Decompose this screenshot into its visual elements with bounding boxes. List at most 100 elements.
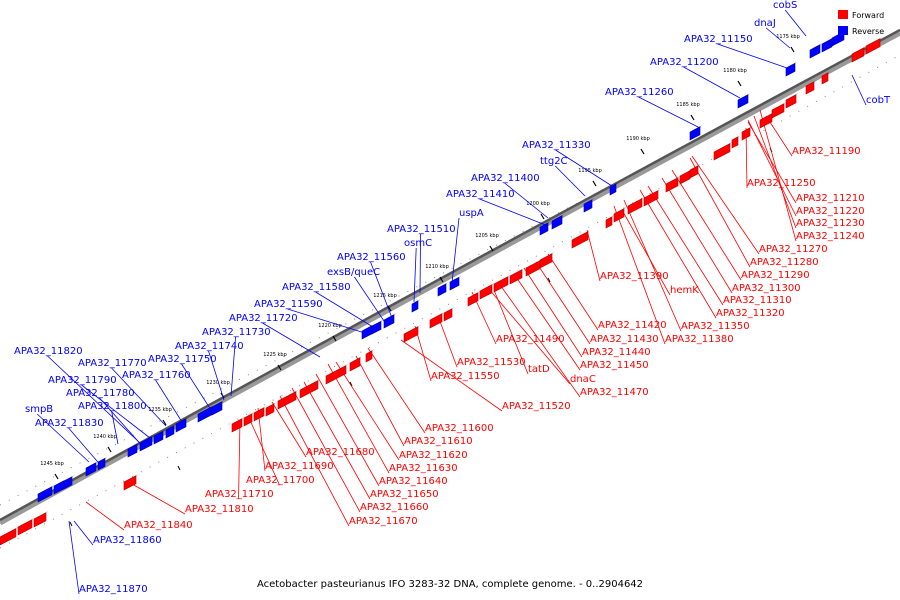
forward-gene-glyph-top — [644, 188, 661, 198]
reverse-gene-glyph-top — [372, 319, 384, 326]
forward-gene-leader — [279, 395, 350, 527]
reverse-gene-leader — [717, 43, 788, 69]
reverse-gene-label: APA32_11400 — [471, 173, 540, 184]
reverse-gene-leader — [155, 379, 183, 423]
forward-gene-leader — [497, 281, 581, 398]
tick-mark — [439, 276, 444, 283]
reverse-gene-glyph — [809, 44, 821, 59]
forward-gene-glyph-top — [614, 206, 627, 214]
tick-mark — [162, 419, 167, 426]
forward-gene-glyph-top — [760, 111, 775, 120]
forward-gene-glyph-top — [572, 229, 591, 240]
reverse-gene-label: ttg2C — [540, 156, 568, 167]
reverse-gene-label: dnaJ — [754, 18, 776, 29]
forward-gene-label: APA32_11660 — [360, 502, 429, 513]
forward-gene-label: APA32_11650 — [370, 489, 439, 500]
reverse-gene-glyph-top — [584, 197, 595, 204]
forward-gene-glyph-top — [232, 416, 245, 424]
tick-mark — [387, 305, 392, 312]
reverse-gene-label: APA32_11200 — [650, 57, 719, 68]
forward-gene-leader — [621, 209, 671, 296]
tick-label: 1195 kbp — [578, 168, 602, 174]
reverse-gene-label: APA32_11830 — [35, 418, 104, 429]
forward-gene-glyph — [679, 170, 691, 185]
forward-gene-glyph-top — [34, 510, 49, 519]
forward-gene-glyph — [605, 216, 613, 229]
forward-gene-leader — [271, 401, 307, 458]
reverse-gene-label: osmC — [404, 238, 432, 249]
legend-forward-label: Forward — [852, 11, 884, 20]
forward-gene-glyph — [785, 94, 797, 109]
reverse-gene-glyph-top — [786, 61, 798, 68]
tick-label: 1200 kbp — [526, 201, 550, 207]
reverse-gene-leader — [99, 397, 145, 449]
tick-mark — [690, 114, 695, 121]
reverse-gene-leader — [555, 149, 613, 187]
forward-gene-leader — [523, 267, 583, 358]
reverse-gene-glyph-top — [198, 404, 215, 414]
reverse-gene-label: APA32_11590 — [254, 299, 323, 310]
reverse-gene-glyph — [383, 314, 395, 329]
forward-gene-label: APA32_11530 — [457, 357, 526, 368]
reverse-gene-leader — [287, 308, 369, 335]
reverse-gene-label: APA32_11790 — [48, 375, 117, 386]
forward-gene-glyph-top — [124, 473, 139, 482]
forward-gene-glyph — [509, 269, 523, 285]
forward-gene-label: APA32_11390 — [600, 271, 669, 282]
reverse-gene-leader — [262, 322, 321, 358]
reverse-gene-leader — [765, 27, 791, 49]
forward-gene-label: APA32_11320 — [716, 308, 785, 319]
reverse-gene-glyph-top — [212, 399, 225, 407]
forward-gene-glyph — [627, 198, 643, 215]
forward-gene-glyph-top — [350, 355, 363, 363]
forward-gene-label: APA32_11190 — [792, 146, 861, 157]
forward-gene-label: APA32_11310 — [723, 295, 792, 306]
forward-gene-glyph-top — [772, 101, 787, 110]
forward-gene-leader — [747, 119, 797, 217]
reverse-gene-leader — [181, 363, 212, 411]
forward-gene-label: APA32_11700 — [246, 475, 315, 486]
forward-gene-leader — [513, 273, 581, 371]
tick-marks: 1175 kbp 1180 kbp 1185 kbp 1190 kbp 1195 kbp… — [40, 34, 800, 527]
forward-gene-glyph — [231, 418, 243, 433]
forward-gene-label: APA32_11430 — [590, 334, 659, 345]
forward-gene-glyph — [525, 260, 541, 277]
genome-caption: Acetobacter pasteurianus IFO 3283-32 DNA… — [257, 579, 643, 590]
forward-gene-glyph — [325, 365, 347, 385]
forward-gene-glyph-top — [480, 282, 495, 291]
forward-gene-glyph-top — [18, 517, 35, 527]
tick-mark — [332, 335, 337, 342]
reverse-gene-label: APA32_11260 — [605, 87, 674, 98]
forward-gene-leader — [367, 347, 426, 434]
forward-gene-glyph — [123, 475, 137, 491]
reverse-gene-label: APA32_11410 — [446, 189, 515, 200]
forward-gene-glyph-top — [300, 378, 321, 390]
forward-gene-label: APA32_11620 — [399, 450, 468, 461]
forward-gene-leader — [85, 501, 125, 531]
reverse-gene-glyph-top — [362, 323, 375, 331]
ring-marker — [69, 521, 73, 527]
forward-gene-glyph — [665, 177, 679, 193]
forward-gene-label: APA32_11840 — [124, 520, 193, 531]
reverse-gene-glyph-top — [810, 42, 823, 50]
reverse-gene-glyph-top — [438, 281, 449, 288]
reverse-gene-glyph-top — [384, 312, 397, 320]
forward-gene-glyph — [479, 284, 493, 300]
ring-marker — [547, 277, 551, 283]
forward-gene-glyph-top — [468, 290, 481, 298]
reverse-gene-glyph-top — [412, 298, 421, 304]
reverse-gene-glyph-top — [176, 416, 189, 424]
forward-gene-label: APA32_11490 — [496, 334, 565, 345]
reverse-gene-leader — [230, 336, 236, 397]
forward-gene-leader — [335, 361, 400, 461]
forward-gene-glyph-top — [366, 348, 375, 354]
forward-gene-glyph-top — [822, 70, 831, 76]
forward-gene-leader — [691, 155, 760, 255]
forward-gene-leader — [303, 381, 371, 500]
forward-gene-label: APA32_11240 — [796, 231, 865, 242]
ring-marker — [349, 381, 353, 387]
forward-gene-leader — [689, 157, 751, 268]
forward-gene-label: APA32_11670 — [349, 516, 418, 527]
forward-gene-leader — [327, 363, 390, 474]
